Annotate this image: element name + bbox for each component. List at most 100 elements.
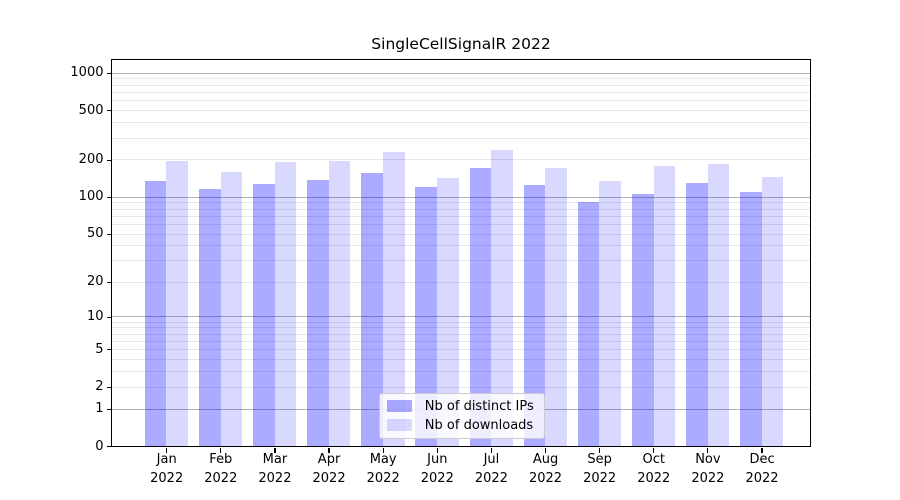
y-tick-50 (106, 233, 112, 235)
y-tick-label-1: 1 (95, 401, 104, 417)
gridline-minor-200 (112, 159, 811, 161)
x-tick-month: Mar (262, 452, 288, 468)
y-tick-label-0: 0 (95, 438, 104, 454)
x-tick-label-jun: Jun 2022 (405, 451, 469, 488)
y-tick-5 (106, 349, 112, 351)
bar-dec-ips (740, 191, 762, 447)
x-tick-dec (761, 447, 763, 453)
gridline-minor-3 (112, 371, 811, 373)
gridline-minor-6 (112, 340, 811, 342)
gridline-minor-40 (112, 245, 811, 247)
bar-dec-downloads (761, 176, 784, 447)
x-tick-label-may: May 2022 (351, 451, 415, 488)
y-tick-200 (106, 159, 112, 161)
x-tick-year: 2022 (258, 470, 292, 486)
gridline-minor-4 (112, 359, 811, 361)
y-tick-500 (106, 110, 112, 112)
gridline-minor-900 (112, 78, 811, 80)
x-tick-label-apr: Apr 2022 (297, 451, 361, 488)
gridline-minor-400 (112, 122, 811, 124)
legend: Nb of distinct IPs Nb of downloads (378, 392, 545, 439)
gridline-minor-5 (112, 349, 811, 351)
x-tick-oct (653, 447, 655, 453)
x-tick-month: Jul (483, 452, 500, 468)
legend-swatch-downloads (386, 418, 412, 432)
gridline-minor-90 (112, 202, 811, 204)
gridline-major-1000 (112, 72, 811, 74)
x-tick-month: May (369, 452, 397, 468)
bar-jan-downloads (166, 161, 189, 447)
bar-apr-downloads (328, 161, 351, 447)
bar-jul-downloads (491, 149, 513, 447)
y-tick-label-50: 50 (86, 226, 104, 242)
y-tick-label-200: 200 (78, 152, 104, 168)
x-tick-mar (274, 447, 276, 453)
x-tick-feb (220, 447, 222, 453)
bar-may-ips (361, 172, 383, 447)
gridline-minor-60 (112, 223, 811, 225)
bar-may-downloads (382, 152, 405, 447)
y-tick-10 (106, 316, 112, 318)
plot-area: Nb of distinct IPs Nb of downloads (111, 59, 812, 448)
gridline-minor-50 (112, 233, 811, 235)
x-tick-aug (544, 447, 547, 453)
x-tick-label-aug: Aug 2022 (514, 451, 578, 488)
x-tick-year: 2022 (420, 470, 454, 486)
x-tick-jan (166, 447, 168, 453)
x-tick-month: Nov (695, 452, 721, 468)
x-tick-label-dec: Dec 2022 (730, 451, 794, 488)
x-tick-year: 2022 (745, 470, 779, 486)
bar-oct-ips (631, 194, 654, 447)
y-tick-label-1000: 1000 (70, 65, 104, 81)
legend-label-ips: Nb of distinct IPs (424, 398, 534, 414)
x-tick-label-sep: Sep 2022 (568, 451, 632, 488)
y-tick-label-20: 20 (86, 274, 104, 290)
y-tick-label-5: 5 (95, 341, 104, 357)
gridline-minor-800 (112, 84, 811, 86)
legend-item-downloads: Nb of downloads (386, 418, 538, 433)
x-tick-month: Jun (427, 452, 448, 468)
legend-swatch-ips (386, 399, 412, 413)
y-tick-1 (106, 408, 112, 410)
x-tick-month: Jan (156, 452, 177, 468)
x-tick-year: 2022 (691, 470, 725, 486)
gridline-minor-20 (112, 281, 811, 283)
bar-aug-downloads (545, 168, 567, 447)
bar-jul-ips (469, 168, 492, 447)
gridline-minor-2 (112, 386, 811, 388)
y-tick-0 (106, 446, 112, 448)
gridline-minor-30 (112, 260, 811, 262)
x-tick-month: Sep (587, 452, 612, 468)
y-tick-100 (106, 196, 112, 198)
bar-feb-downloads (220, 171, 243, 447)
y-tick-1000 (106, 72, 112, 75)
x-tick-month: Oct (642, 452, 665, 468)
x-tick-month: Apr (317, 452, 341, 468)
legend-item-ips: Nb of distinct IPs (386, 398, 538, 414)
bar-jan-ips (144, 181, 167, 447)
gridline-minor-9 (112, 321, 811, 323)
x-tick-year: 2022 (637, 470, 671, 486)
x-tick-year: 2022 (528, 470, 563, 486)
gridline-minor-700 (112, 91, 811, 93)
x-tick-label-nov: Nov 2022 (676, 451, 740, 488)
y-tick-label-2: 2 (95, 379, 104, 395)
gridline-major-10 (112, 316, 811, 318)
gridline-minor-300 (112, 137, 811, 139)
x-tick-year: 2022 (366, 470, 400, 486)
bar-jun-ips (415, 186, 438, 447)
x-tick-year: 2022 (583, 470, 617, 486)
bar-mar-ips (253, 183, 275, 447)
x-tick-year: 2022 (204, 470, 238, 486)
x-tick-month: Feb (209, 452, 233, 468)
y-tick-label-500: 500 (78, 102, 104, 118)
gridline-minor-70 (112, 215, 811, 217)
x-tick-label-mar: Mar 2022 (243, 451, 307, 488)
x-tick-label-jan: Jan 2022 (135, 451, 199, 488)
gridline-minor-600 (112, 100, 811, 102)
x-tick-label-oct: Oct 2022 (622, 451, 686, 488)
x-tick-jun (436, 447, 438, 453)
bar-nov-downloads (707, 164, 730, 447)
x-tick-may (382, 447, 384, 453)
